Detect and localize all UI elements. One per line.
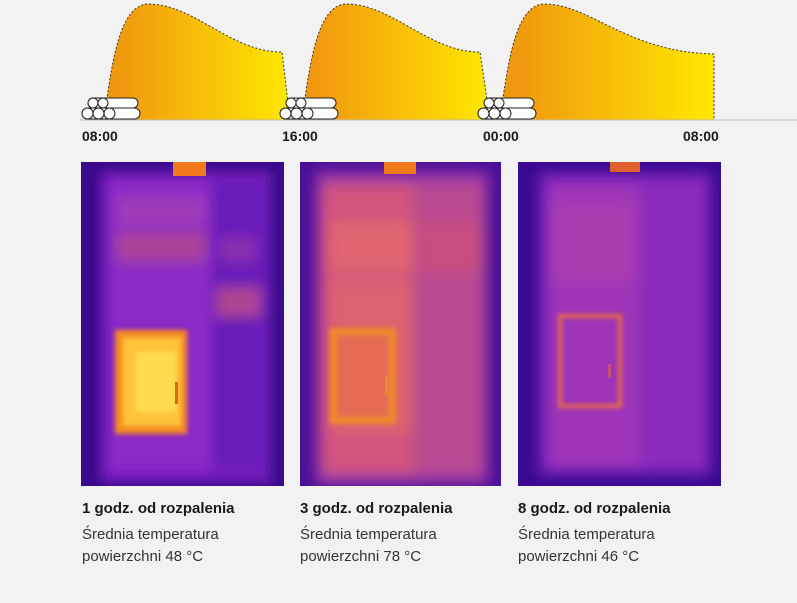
heat-curves <box>103 3 715 121</box>
firewood-icon <box>279 97 339 120</box>
firewood-icon <box>81 97 141 120</box>
panel-2-title: 3 godz. od rozpalenia <box>300 500 453 517</box>
panel-1-line2: powierzchni 48 °C <box>82 548 204 565</box>
panel-3-line2: powierzchni 46 °C <box>518 548 640 565</box>
time-label-16: 16:00 <box>282 128 318 144</box>
time-label-00: 00:00 <box>483 128 519 144</box>
heat-curve-1 <box>103 3 291 121</box>
thermal-image-3h <box>300 162 501 486</box>
time-label-start: 08:00 <box>82 128 118 144</box>
thermal-image-8h <box>518 162 721 486</box>
panel-3-description: Średnia temperatura powierzchni 46 °C <box>518 524 728 568</box>
panel-1-description: Średnia temperatura powierzchni 48 °C <box>82 524 292 568</box>
heating-timeline <box>80 3 797 121</box>
heat-curve-2 <box>301 3 491 121</box>
thermal-image-1h <box>81 162 284 486</box>
panel-1-line1: Średnia temperatura <box>82 526 219 543</box>
panel-2-line1: Średnia temperatura <box>300 526 437 543</box>
firewood-icon <box>477 97 537 120</box>
time-label-end: 08:00 <box>683 128 719 144</box>
panel-1-title: 1 godz. od rozpalenia <box>82 500 235 517</box>
panel-3-line1: Średnia temperatura <box>518 526 655 543</box>
panel-3-title: 8 godz. od rozpalenia <box>518 500 671 517</box>
heat-curve-3 <box>499 3 715 121</box>
panel-2-line2: powierzchni 78 °C <box>300 548 422 565</box>
panel-2-description: Średnia temperatura powierzchni 78 °C <box>300 524 510 568</box>
